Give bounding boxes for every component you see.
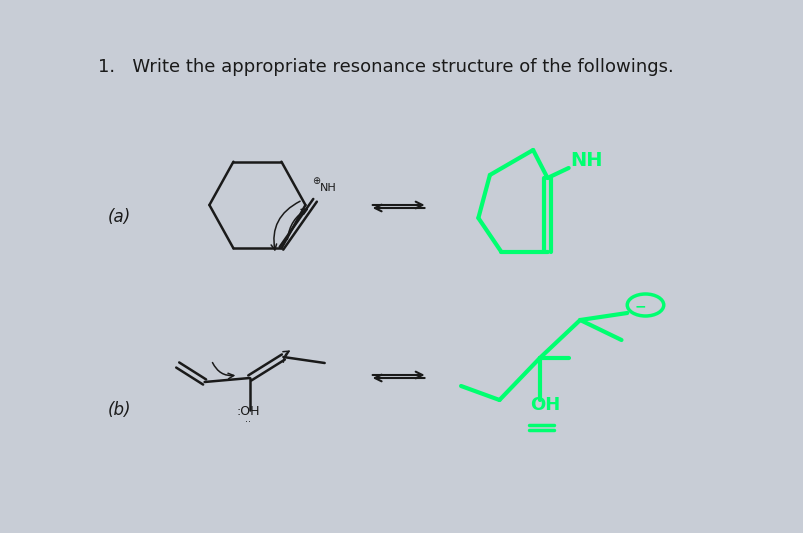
Text: −: − [634,299,646,313]
Text: OH: OH [529,396,560,414]
Text: ··: ·· [245,417,251,427]
Text: (b): (b) [108,401,131,419]
Text: 1.   Write the appropriate resonance structure of the followings.: 1. Write the appropriate resonance struc… [98,58,673,76]
Text: NH: NH [570,150,602,169]
Text: (a): (a) [108,208,131,226]
Text: ⊕: ⊕ [312,176,320,187]
Text: NH: NH [320,183,336,193]
Text: :OH: :OH [236,405,259,418]
